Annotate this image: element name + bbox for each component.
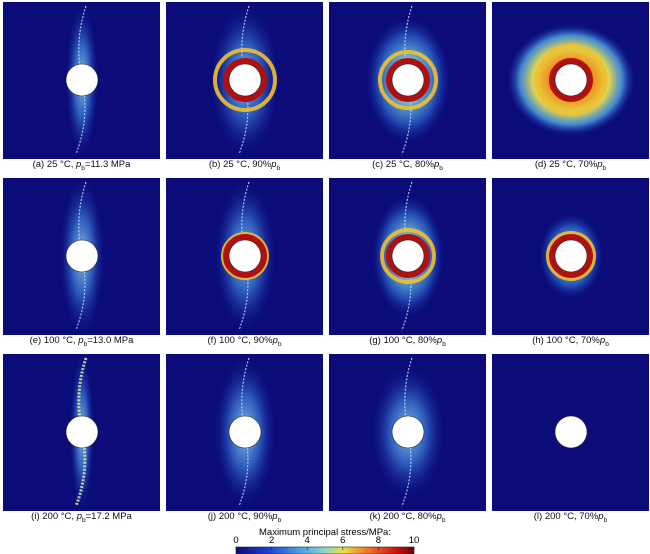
caption-variable: p — [599, 335, 606, 346]
stress-panel — [3, 354, 160, 511]
borehole — [228, 239, 262, 273]
borehole — [65, 63, 99, 97]
caption-variable: p — [78, 335, 84, 346]
caption-variable: p — [597, 159, 603, 170]
ring-halo — [546, 231, 596, 281]
stress-panel — [492, 2, 649, 159]
borehole — [228, 415, 262, 449]
panel-caption: (d) 25 °C, 70%pb — [489, 159, 650, 172]
borehole — [228, 63, 262, 97]
ring-halo — [378, 50, 438, 110]
caption-subscript: b — [605, 340, 609, 348]
caption-text: (g) 100 °C, 80% — [369, 335, 437, 346]
caption-text: (d) 25 °C, 70% — [534, 159, 598, 170]
stress-panel — [166, 178, 323, 335]
caption-subscript: b — [276, 164, 281, 172]
borehole — [391, 415, 425, 449]
panel-caption: (e) 100 °C, pb=13.0 MPa — [0, 335, 163, 348]
caption-variable: p — [598, 511, 604, 522]
caption-subscript: b — [442, 340, 446, 348]
borehole — [391, 239, 425, 273]
panel-caption: (j) 200 °C, 90%pb — [163, 511, 326, 524]
caption-subscript: b — [81, 516, 86, 524]
caption-text: (e) 100 °C, — [29, 335, 79, 346]
caption-text: (l) 200 °C, 70% — [533, 511, 599, 522]
stress-panel — [329, 178, 486, 335]
caption-text: =13.0 MPa — [87, 335, 134, 346]
caption-variable: p — [272, 335, 278, 346]
panel-caption: (f) 100 °C, 90%pb — [163, 335, 326, 348]
caption-text: (i) 200 °C, — [31, 511, 77, 522]
caption-subscript: b — [441, 516, 446, 524]
caption-text: (a) 25 °C, — [32, 159, 76, 170]
caption-text: =11.3 MPa — [84, 159, 131, 170]
caption-text: (f) 100 °C, 90% — [207, 335, 273, 346]
stress-panel — [492, 354, 649, 511]
stress-panel — [3, 2, 160, 159]
caption-variable: p — [76, 511, 82, 522]
caption-subscript: b — [277, 516, 282, 524]
ring-hot — [549, 58, 593, 102]
ring-halo — [213, 48, 277, 112]
panel-caption: (i) 200 °C, pb=17.2 MPa — [0, 511, 163, 524]
stress-panel — [492, 178, 649, 335]
stress-panel — [329, 354, 486, 511]
borehole — [554, 63, 588, 97]
caption-text: (c) 25 °C, 80% — [372, 159, 434, 170]
ring-hot — [386, 234, 430, 278]
borehole — [391, 63, 425, 97]
caption-subscript: b — [602, 164, 607, 172]
panel-caption: (a) 25 °C, pb=11.3 MPa — [0, 159, 163, 172]
borehole — [554, 415, 588, 449]
panel-caption: (b) 25 °C, 90%pb — [163, 159, 326, 172]
stress-panel — [166, 2, 323, 159]
caption-variable: p — [271, 159, 277, 170]
caption-variable: p — [272, 511, 278, 522]
ring-halo — [380, 228, 436, 284]
borehole — [554, 239, 588, 273]
panel-caption: (l) 200 °C, 70%pb — [489, 511, 650, 524]
caption-subscript: b — [81, 164, 85, 172]
caption-variable: p — [436, 511, 442, 522]
caption-subscript: b — [603, 516, 608, 524]
caption-subscript: b — [83, 340, 88, 348]
caption-variable: p — [433, 159, 440, 170]
ring-hot — [386, 58, 430, 102]
colorbar-gradient — [235, 546, 415, 554]
ring-halo — [535, 44, 607, 116]
panel-caption: (h) 100 °C, 70%pb — [489, 335, 650, 348]
caption-text: (b) 25 °C, 90% — [208, 159, 272, 170]
stress-panel — [329, 2, 486, 159]
caption-subscript: b — [277, 340, 282, 348]
colorbar-title: Maximum principal stress/MPa: — [259, 527, 391, 538]
ring-hot — [223, 58, 267, 102]
stress-panel — [3, 178, 160, 335]
caption-variable: p — [75, 159, 82, 170]
panel-caption: (c) 25 °C, 80%pb — [326, 159, 489, 172]
panel-caption: (k) 200 °C, 80%pb — [326, 511, 489, 524]
borehole — [65, 415, 99, 449]
caption-subscript: b — [439, 164, 443, 172]
caption-text: =17.2 MPa — [85, 511, 132, 522]
ring-hot — [549, 234, 593, 278]
borehole — [65, 239, 99, 273]
stress-panel — [166, 354, 323, 511]
caption-text: (k) 200 °C, 80% — [369, 511, 437, 522]
ring-hot — [223, 234, 267, 278]
caption-text: (h) 100 °C, 70% — [532, 335, 600, 346]
panel-caption: (g) 100 °C, 80%pb — [326, 335, 489, 348]
caption-variable: p — [436, 335, 443, 346]
caption-text: (j) 200 °C, 90% — [207, 511, 273, 522]
